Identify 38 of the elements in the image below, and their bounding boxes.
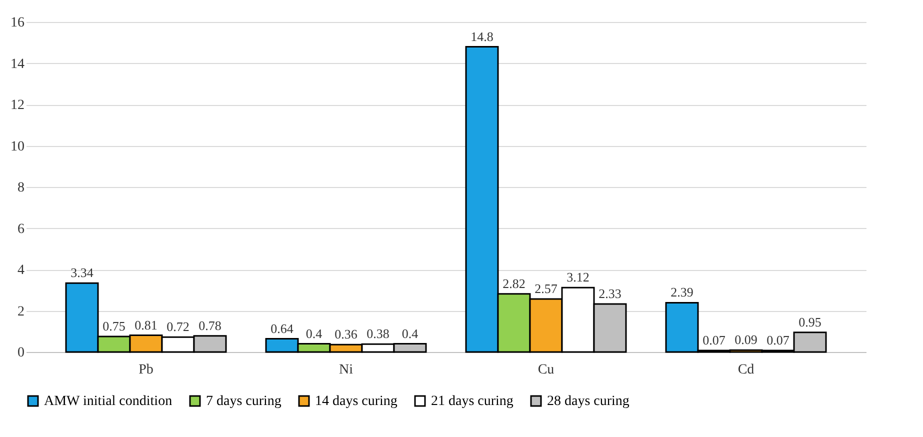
y-tick-label: 2 [18, 304, 24, 320]
data-label: 2.82 [502, 276, 526, 291]
y-tick-label: 14 [10, 56, 24, 72]
y-tick-label: 4 [18, 263, 24, 278]
x-tick-label: Cu [538, 362, 554, 378]
data-label: 0.81 [134, 317, 158, 332]
x-tick-label: Ni [339, 362, 354, 378]
data-label: 0.72 [166, 319, 190, 334]
legend-label: 14 days curing [315, 394, 398, 409]
y-tick-label: 6 [18, 222, 24, 237]
legend-label: 28 days curing [547, 394, 630, 409]
y-tick-label: 16 [10, 16, 24, 30]
data-label: 0.78 [198, 318, 222, 333]
data-label: 2.39 [670, 284, 694, 300]
data-label: 2.57 [534, 280, 558, 296]
x-tick-label: Cd [738, 362, 754, 378]
data-label: 0.75 [102, 318, 126, 334]
y-tick-label: 10 [10, 139, 24, 154]
data-label: 0.4 [306, 326, 323, 341]
data-label: 0.09 [734, 332, 758, 348]
data-label: 3.12 [566, 270, 590, 285]
y-tick-label: 0 [18, 346, 24, 360]
y-tick-label: 12 [10, 98, 24, 113]
data-label: 0.4 [402, 326, 419, 341]
data-label: 2.33 [598, 286, 622, 301]
x-tick-label: Pb [138, 362, 154, 378]
data-label: 0.07 [766, 332, 790, 348]
data-label: 0.38 [366, 326, 390, 342]
data-label: 14.8 [470, 28, 494, 44]
data-label: 0.95 [798, 314, 822, 330]
y-tick-label: 8 [18, 180, 24, 196]
data-label: 3.34 [70, 265, 94, 280]
data-label: 0.07 [702, 332, 726, 348]
data-label: 0.36 [334, 326, 358, 342]
data-label: 0.64 [270, 320, 294, 336]
legend-label: 21 days curing [431, 394, 514, 409]
legend-label: AMW initial condition [44, 394, 172, 409]
legend-label: 7 days curing [206, 394, 282, 409]
